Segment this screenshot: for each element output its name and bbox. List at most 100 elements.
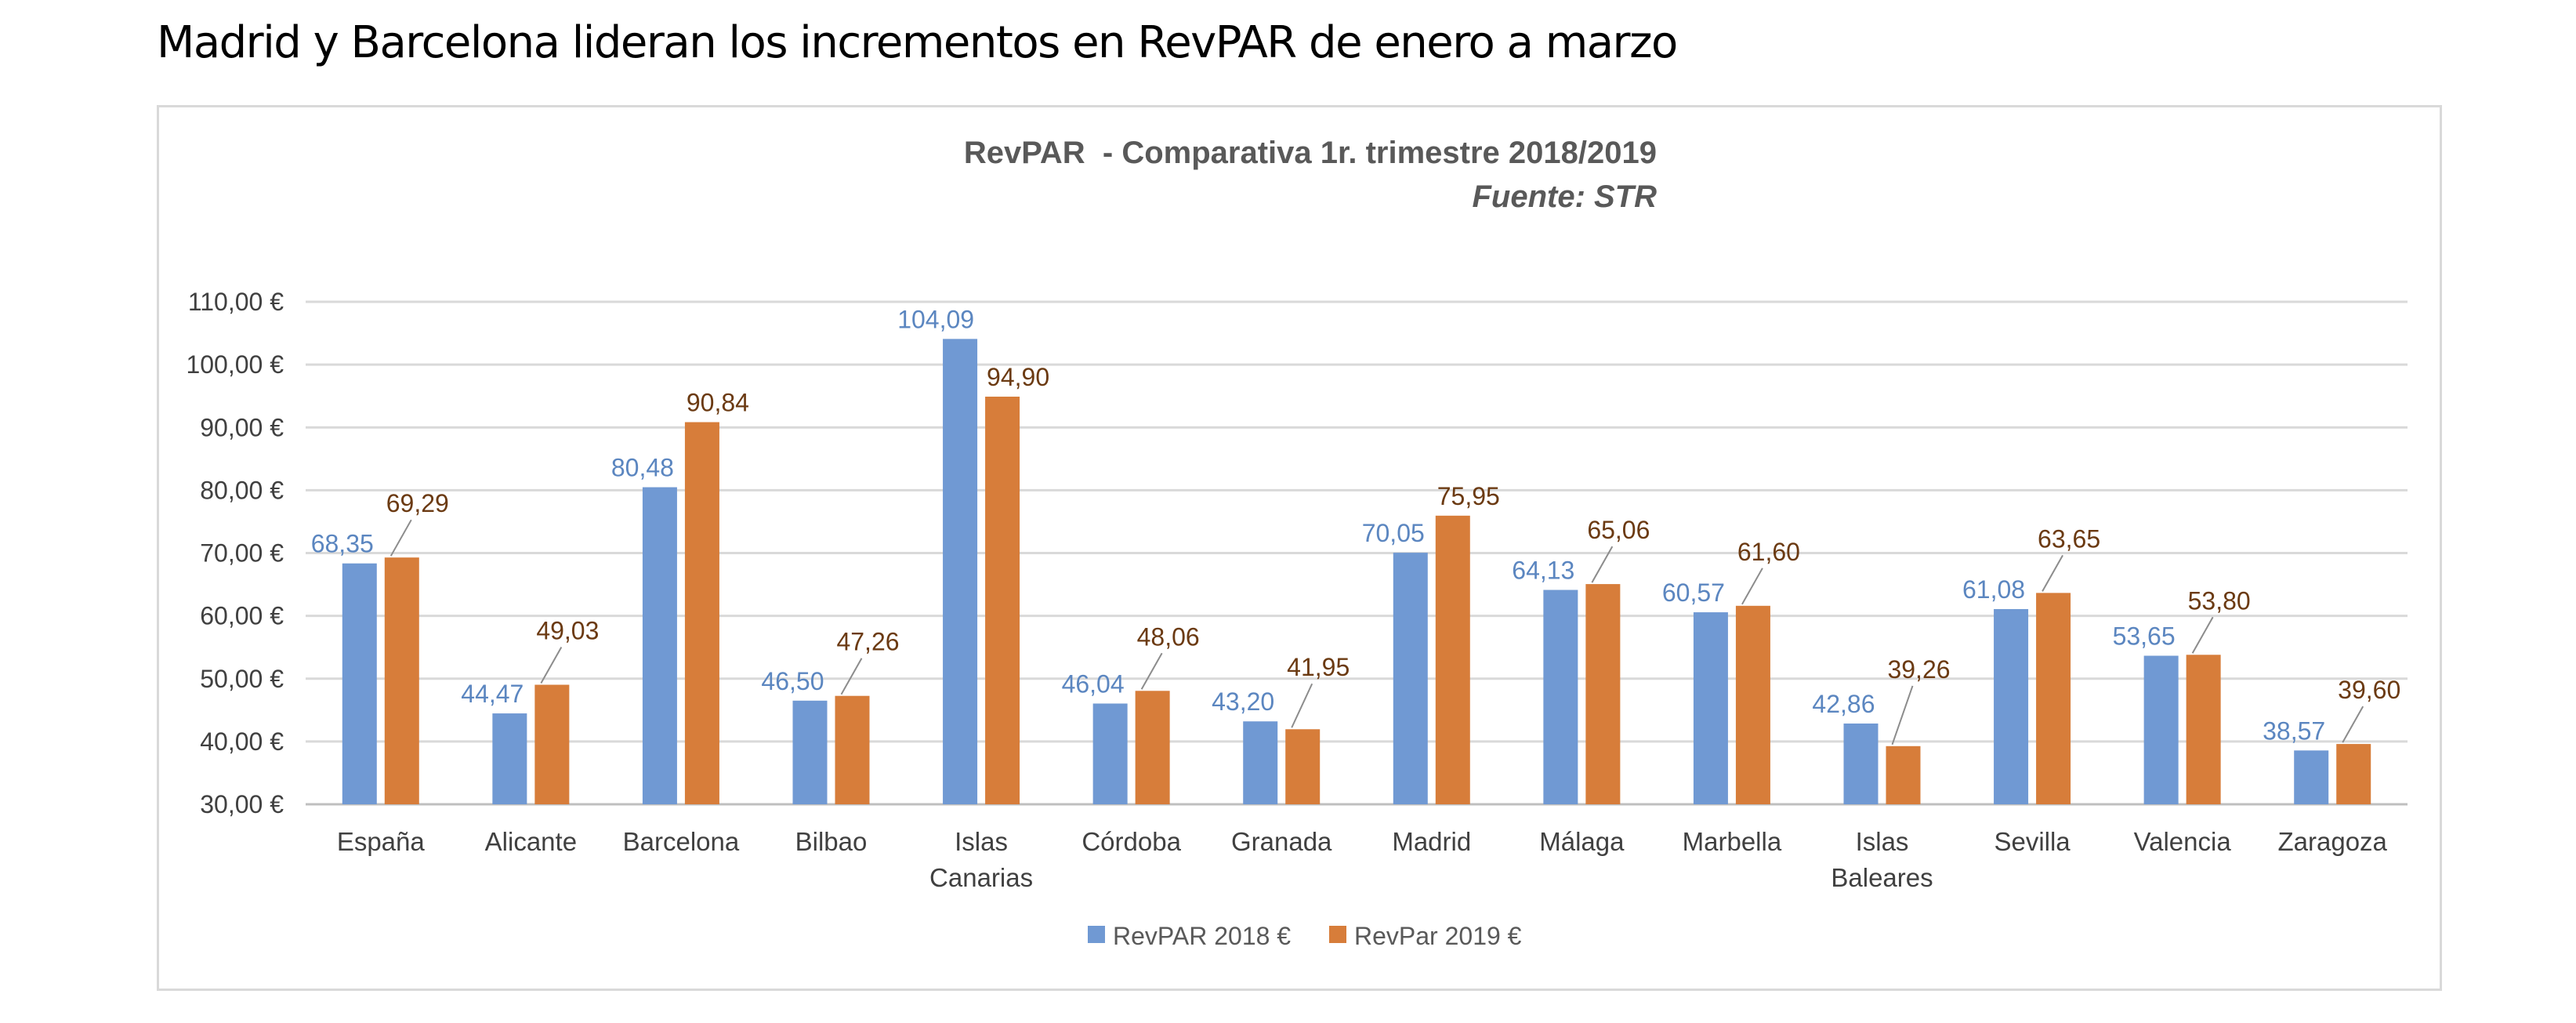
data-label-2019: 63,65 bbox=[2038, 524, 2100, 553]
leader-line bbox=[1891, 685, 1914, 745]
y-tick-label: 50,00 € bbox=[200, 665, 284, 693]
data-label-2018: 53,65 bbox=[2113, 622, 2176, 651]
bar-2018 bbox=[2143, 655, 2179, 804]
bar-2018 bbox=[1994, 608, 2029, 804]
bar-2018 bbox=[943, 339, 978, 804]
data-label-2019: 94,90 bbox=[987, 363, 1049, 391]
leader-line bbox=[1591, 546, 1614, 583]
leader-line bbox=[2342, 706, 2364, 743]
data-label-2019: 41,95 bbox=[1287, 653, 1350, 681]
y-axis-ticks: 30,00 € 40,00 € 50,00 € 60,00 € 70,00 € 80,00… bbox=[186, 288, 284, 818]
bar-2019 bbox=[2186, 655, 2221, 804]
leader-line bbox=[2042, 554, 2063, 592]
chart-subtitle: Fuente: STR bbox=[1472, 180, 1657, 214]
chart-frame bbox=[157, 105, 2442, 991]
leader-line bbox=[1140, 652, 1163, 690]
chart-title: RevPAR - Comparativa 1r. trimestre 2018/… bbox=[964, 136, 1657, 170]
bars bbox=[342, 339, 2371, 804]
leader-line bbox=[2191, 616, 2214, 654]
bar-2018 bbox=[642, 487, 677, 804]
data-label-2019: 47,26 bbox=[836, 628, 899, 656]
data-label-2019: 49,03 bbox=[536, 617, 599, 645]
data-labels: 68,35 69,29 44,47 49,03 80,48 90,84 46,50 47,26… bbox=[311, 305, 2401, 745]
data-label-2018: 44,47 bbox=[461, 680, 524, 708]
data-label-2019: 90,84 bbox=[687, 389, 749, 417]
category-label: Baleares bbox=[1831, 863, 1933, 892]
bar-2019 bbox=[1135, 691, 1170, 804]
leader-line bbox=[540, 647, 563, 684]
legend: RevPAR 2018 € RevPar 2019 € bbox=[1088, 922, 1522, 950]
y-tick-label: 80,00 € bbox=[200, 476, 284, 504]
bar-2018 bbox=[1693, 612, 1728, 804]
bar-2019 bbox=[384, 557, 419, 804]
category-label: Córdoba bbox=[1081, 827, 1181, 856]
category-label: Canarias bbox=[929, 863, 1033, 892]
y-tick-label: 90,00 € bbox=[200, 413, 284, 441]
data-label-2018: 43,20 bbox=[1212, 687, 1274, 716]
bar-2019 bbox=[1735, 605, 1770, 804]
category-label: Madrid bbox=[1392, 827, 1471, 856]
leader-line bbox=[1741, 568, 1763, 605]
category-label: Islas bbox=[1856, 827, 1909, 856]
leader-line bbox=[1291, 683, 1313, 728]
page-title: Madrid y Barcelona lideran los increment… bbox=[157, 17, 1678, 68]
data-label-2019: 65,06 bbox=[1587, 516, 1650, 544]
bar-2019 bbox=[985, 396, 1020, 804]
bar-2019 bbox=[534, 684, 570, 804]
legend-swatch bbox=[1088, 926, 1105, 943]
leader-line bbox=[840, 658, 863, 695]
bar-2018 bbox=[1243, 721, 1278, 804]
leader-lines bbox=[389, 519, 2364, 745]
bar-2019 bbox=[2336, 744, 2371, 804]
legend-label: RevPar 2019 € bbox=[1354, 922, 1522, 950]
data-label-2019: 39,60 bbox=[2338, 676, 2400, 704]
data-label-2018: 68,35 bbox=[311, 530, 374, 558]
data-label-2018: 60,57 bbox=[1662, 579, 1725, 607]
bar-2018 bbox=[1843, 723, 1879, 804]
bar-2018 bbox=[1393, 553, 1428, 804]
category-label: Islas bbox=[955, 827, 1008, 856]
bar-2019 bbox=[684, 422, 719, 804]
data-label-2018: 38,57 bbox=[2263, 716, 2325, 745]
bar-2018 bbox=[792, 700, 828, 804]
legend-label: RevPAR 2018 € bbox=[1113, 922, 1291, 950]
data-label-2018: 104,09 bbox=[897, 305, 974, 333]
data-label-2018: 46,04 bbox=[1062, 669, 1125, 698]
bar-2019 bbox=[1886, 745, 1921, 804]
category-label: Sevilla bbox=[1994, 827, 2071, 856]
bar-2019 bbox=[1435, 515, 1470, 804]
data-label-2019: 61,60 bbox=[1737, 538, 1800, 566]
bar-2019 bbox=[1585, 584, 1621, 804]
data-label-2018: 80,48 bbox=[611, 454, 674, 482]
y-tick-label: 60,00 € bbox=[200, 602, 284, 630]
y-tick-label: 100,00 € bbox=[186, 350, 284, 379]
y-tick-label: 40,00 € bbox=[200, 727, 284, 756]
bar-2019 bbox=[835, 695, 870, 804]
data-label-2018: 61,08 bbox=[1962, 575, 2025, 604]
category-label: Zaragoza bbox=[2278, 827, 2388, 856]
bar-2018 bbox=[1543, 589, 1578, 804]
bar-2019 bbox=[2036, 593, 2071, 804]
bar-2018 bbox=[1092, 703, 1128, 804]
category-label: Málaga bbox=[1539, 827, 1625, 856]
data-label-2018: 70,05 bbox=[1362, 519, 1425, 547]
y-tick-label: 30,00 € bbox=[200, 790, 284, 818]
bar-2018 bbox=[342, 563, 377, 804]
category-label: Barcelona bbox=[623, 827, 740, 856]
category-label: Granada bbox=[1231, 827, 1332, 856]
x-axis-categories: España Alicante Barcelona Bilbao Islas Canari… bbox=[337, 827, 2388, 892]
data-label-2018: 64,13 bbox=[1512, 557, 1574, 585]
data-label-2019: 53,80 bbox=[2188, 586, 2251, 615]
data-label-2018: 46,50 bbox=[761, 667, 824, 695]
bar-2018 bbox=[2294, 750, 2329, 804]
legend-swatch bbox=[1329, 926, 1346, 943]
bar-2019 bbox=[1285, 729, 1321, 804]
category-label: España bbox=[337, 827, 426, 856]
leader-line bbox=[389, 519, 412, 557]
data-label-2019: 48,06 bbox=[1137, 622, 1200, 651]
data-label-2019: 75,95 bbox=[1437, 482, 1500, 510]
gridlines bbox=[306, 300, 2408, 806]
category-label: Bilbao bbox=[795, 827, 868, 856]
category-label: Valencia bbox=[2134, 827, 2232, 856]
